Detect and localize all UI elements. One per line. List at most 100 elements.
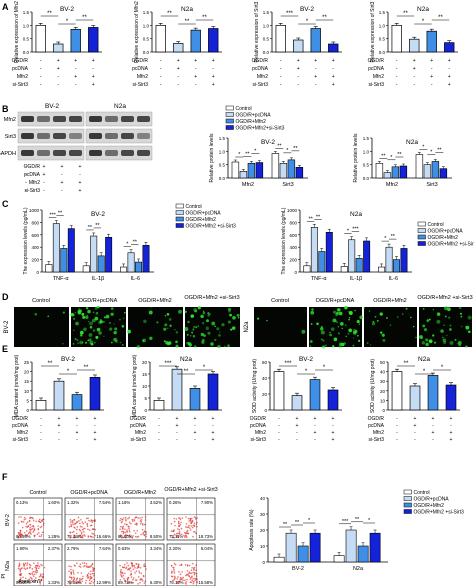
flow-event: [134, 579, 137, 581]
treatment-sign: -: [176, 437, 178, 443]
fluorescent-cell: [78, 309, 83, 313]
fluorescent-cell: [148, 310, 153, 315]
flow-event: [189, 527, 191, 529]
flow-event: [120, 517, 122, 520]
flow-event: [25, 530, 28, 532]
bar: [207, 373, 219, 411]
flow-event: [22, 576, 24, 579]
legend-swatch: [403, 496, 412, 501]
blot-band: [137, 116, 150, 122]
flow-event: [70, 525, 73, 528]
y-tick-label: 5: [26, 398, 29, 403]
flow-event: [77, 536, 80, 539]
fluorescent-cell: [192, 328, 195, 331]
legend-swatch: [403, 509, 412, 514]
flow-event: [20, 533, 22, 536]
flow-event: [134, 567, 136, 569]
flow-event: [173, 520, 176, 523]
flow-event: [82, 575, 84, 578]
flow-event: [36, 581, 39, 583]
flow-event: [191, 566, 193, 569]
flow-event: [128, 582, 130, 584]
flow-event: [87, 528, 89, 531]
micrograph-label: OGD/R+Mfn2: [138, 298, 171, 304]
flow-event: [185, 535, 187, 538]
fluorescent-cell: [428, 318, 431, 321]
flow-event: [134, 572, 136, 574]
flow-event: [170, 522, 173, 525]
y-tick-label: 60: [262, 360, 268, 365]
flow-event: [143, 582, 146, 584]
flow-event: [93, 574, 95, 577]
flow-event: [79, 579, 81, 582]
sig-label: *: [308, 518, 311, 524]
fluorescent-cell: [217, 344, 221, 349]
flow-event: [123, 517, 125, 519]
flow-event: [78, 520, 80, 522]
chart-title: BV-2: [300, 6, 314, 13]
bar: [53, 43, 64, 53]
fluorescent-cell: [335, 320, 337, 322]
flow-event: [23, 516, 26, 519]
quadrant-percent: 2.37%: [48, 546, 60, 551]
sig-label: **: [202, 15, 207, 21]
treatment-sign: +: [297, 66, 300, 72]
flow-event: [188, 564, 191, 567]
fluorescent-cell: [381, 333, 385, 337]
treatment-sign: -: [177, 74, 179, 80]
flow-event: [180, 563, 183, 566]
flow-event: [21, 526, 24, 529]
flow-event: [90, 520, 92, 522]
quadrant-percent: 2.20%: [169, 546, 181, 551]
flow-event: [29, 517, 31, 519]
sig-label: **: [84, 365, 89, 371]
treatment-sign: -: [40, 82, 42, 88]
fluorescent-cell: [88, 333, 93, 337]
flow-event: [144, 519, 147, 521]
flow-event: [144, 516, 147, 518]
treatment-row-label: si-Sirt3: [132, 82, 148, 88]
sig-label: **: [47, 11, 52, 17]
bar: [70, 28, 81, 53]
fluorescent-cell: [79, 340, 84, 345]
flow-event: [176, 582, 179, 585]
fluorescent-cell: [449, 340, 454, 345]
fluorescent-cell: [105, 314, 110, 319]
flow-event: [183, 534, 185, 537]
x-category-label: BV-2: [292, 566, 304, 572]
y-tick-label: 1.0: [219, 149, 226, 154]
flow-event: [34, 566, 36, 569]
treatment-sign: +: [332, 74, 335, 80]
treatment-sign: -: [278, 416, 280, 422]
treatment-table: OGD/R-+++pcDNA-+--Mfn2--++si-Sirt3---+: [250, 416, 335, 443]
fluorescent-cell: [348, 328, 353, 333]
panel-letter: A: [2, 2, 9, 12]
micrograph-label: Control: [32, 298, 50, 304]
flow-event: [135, 522, 138, 525]
bar: [340, 266, 348, 273]
flow-event: [139, 581, 141, 584]
fluorescent-cell: [207, 314, 210, 317]
flow-event: [70, 521, 72, 523]
y-axis-label: Relative expression of Mfn2: [134, 1, 140, 63]
flow-event: [135, 516, 137, 518]
fluorescent-cell: [94, 306, 98, 310]
y-tick-label: 10: [260, 544, 266, 549]
treatment-table: OGD/R-+++pcDNA-+--Mfn2--++si-Sirt3---+: [368, 58, 451, 88]
flow-event: [187, 574, 189, 576]
flow-event: [32, 580, 35, 582]
sig-label: **: [133, 240, 138, 246]
flow-event: [184, 579, 186, 581]
fluorescent-cell: [359, 315, 363, 320]
treatment-row-label: Mfn2: [17, 430, 28, 436]
legend-swatch: [403, 489, 412, 495]
flow-event: [28, 531, 31, 534]
sig-label: *: [306, 19, 309, 25]
treatment-sign: +: [332, 430, 335, 436]
fluorescent-cell: [142, 340, 145, 342]
flow-event: [181, 577, 183, 579]
